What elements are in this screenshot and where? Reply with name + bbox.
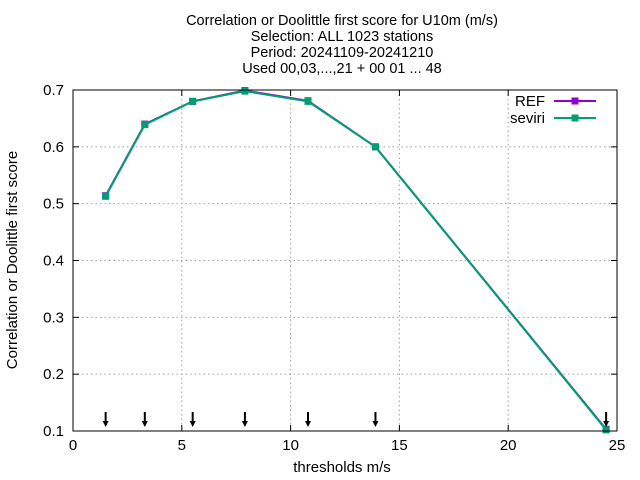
- series: [102, 87, 610, 434]
- grid: [73, 90, 617, 431]
- chart-title: Correlation or Doolittle first score for…: [186, 13, 498, 77]
- x-tick-label: 5: [178, 437, 186, 454]
- title-line: Correlation or Doolittle first score for…: [186, 13, 498, 29]
- down-arrow-icon: [102, 412, 109, 427]
- data-point-seviri: [141, 121, 149, 129]
- x-tick-label: 20: [500, 437, 517, 454]
- data-point-seviri: [602, 426, 610, 434]
- x-tick-label: 10: [282, 437, 299, 454]
- x-axis-ticks: 0 5 10 15 20 25: [69, 90, 626, 454]
- y-axis-label: Correlation or Doolittle first score: [4, 151, 21, 369]
- down-arrow-icon: [305, 412, 312, 427]
- legend-swatch-marker: [571, 97, 579, 105]
- data-point-seviri: [189, 97, 197, 105]
- y-tick-label: 0.7: [43, 82, 64, 99]
- data-point-seviri: [241, 87, 249, 95]
- down-arrow-icon: [141, 412, 148, 427]
- y-tick-label: 0.6: [43, 139, 64, 156]
- series-line-seviri: [104, 90, 607, 431]
- x-tick-label: 15: [391, 437, 408, 454]
- y-tick-label: 0.2: [43, 366, 64, 383]
- plot-frame: [72, 89, 618, 432]
- down-arrow-icon: [241, 412, 248, 427]
- title-line: Selection: ALL 1023 stations: [251, 29, 433, 45]
- data-point-seviri: [304, 97, 312, 105]
- y-axis-ticks: 0.1 0.2 0.3 0.4 0.5 0.6 0.7: [43, 82, 617, 440]
- y-tick-label: 0.3: [43, 309, 64, 326]
- title-line: Period: 20241109-20241210: [251, 45, 434, 61]
- x-tick-label: 0: [69, 437, 77, 454]
- threshold-arrows: [102, 412, 610, 427]
- data-point-seviri: [371, 143, 379, 151]
- legend-label: seviri: [510, 110, 545, 127]
- title-line: Used 00,03,...,21 + 00 01 ... 48: [242, 61, 442, 77]
- x-tick-label: 25: [609, 437, 626, 454]
- down-arrow-icon: [603, 412, 610, 427]
- y-tick-label: 0.4: [43, 253, 64, 270]
- down-arrow-icon: [189, 412, 196, 427]
- down-arrow-icon: [372, 412, 379, 427]
- x-axis-label: thresholds m/s: [293, 459, 391, 476]
- data-point-seviri: [102, 192, 110, 200]
- y-tick-label: 0.1: [43, 423, 64, 440]
- legend-label: REF: [515, 93, 545, 110]
- y-tick-label: 0.5: [43, 196, 64, 213]
- legend-swatch-marker: [571, 114, 579, 122]
- series-line-REF: [104, 89, 607, 430]
